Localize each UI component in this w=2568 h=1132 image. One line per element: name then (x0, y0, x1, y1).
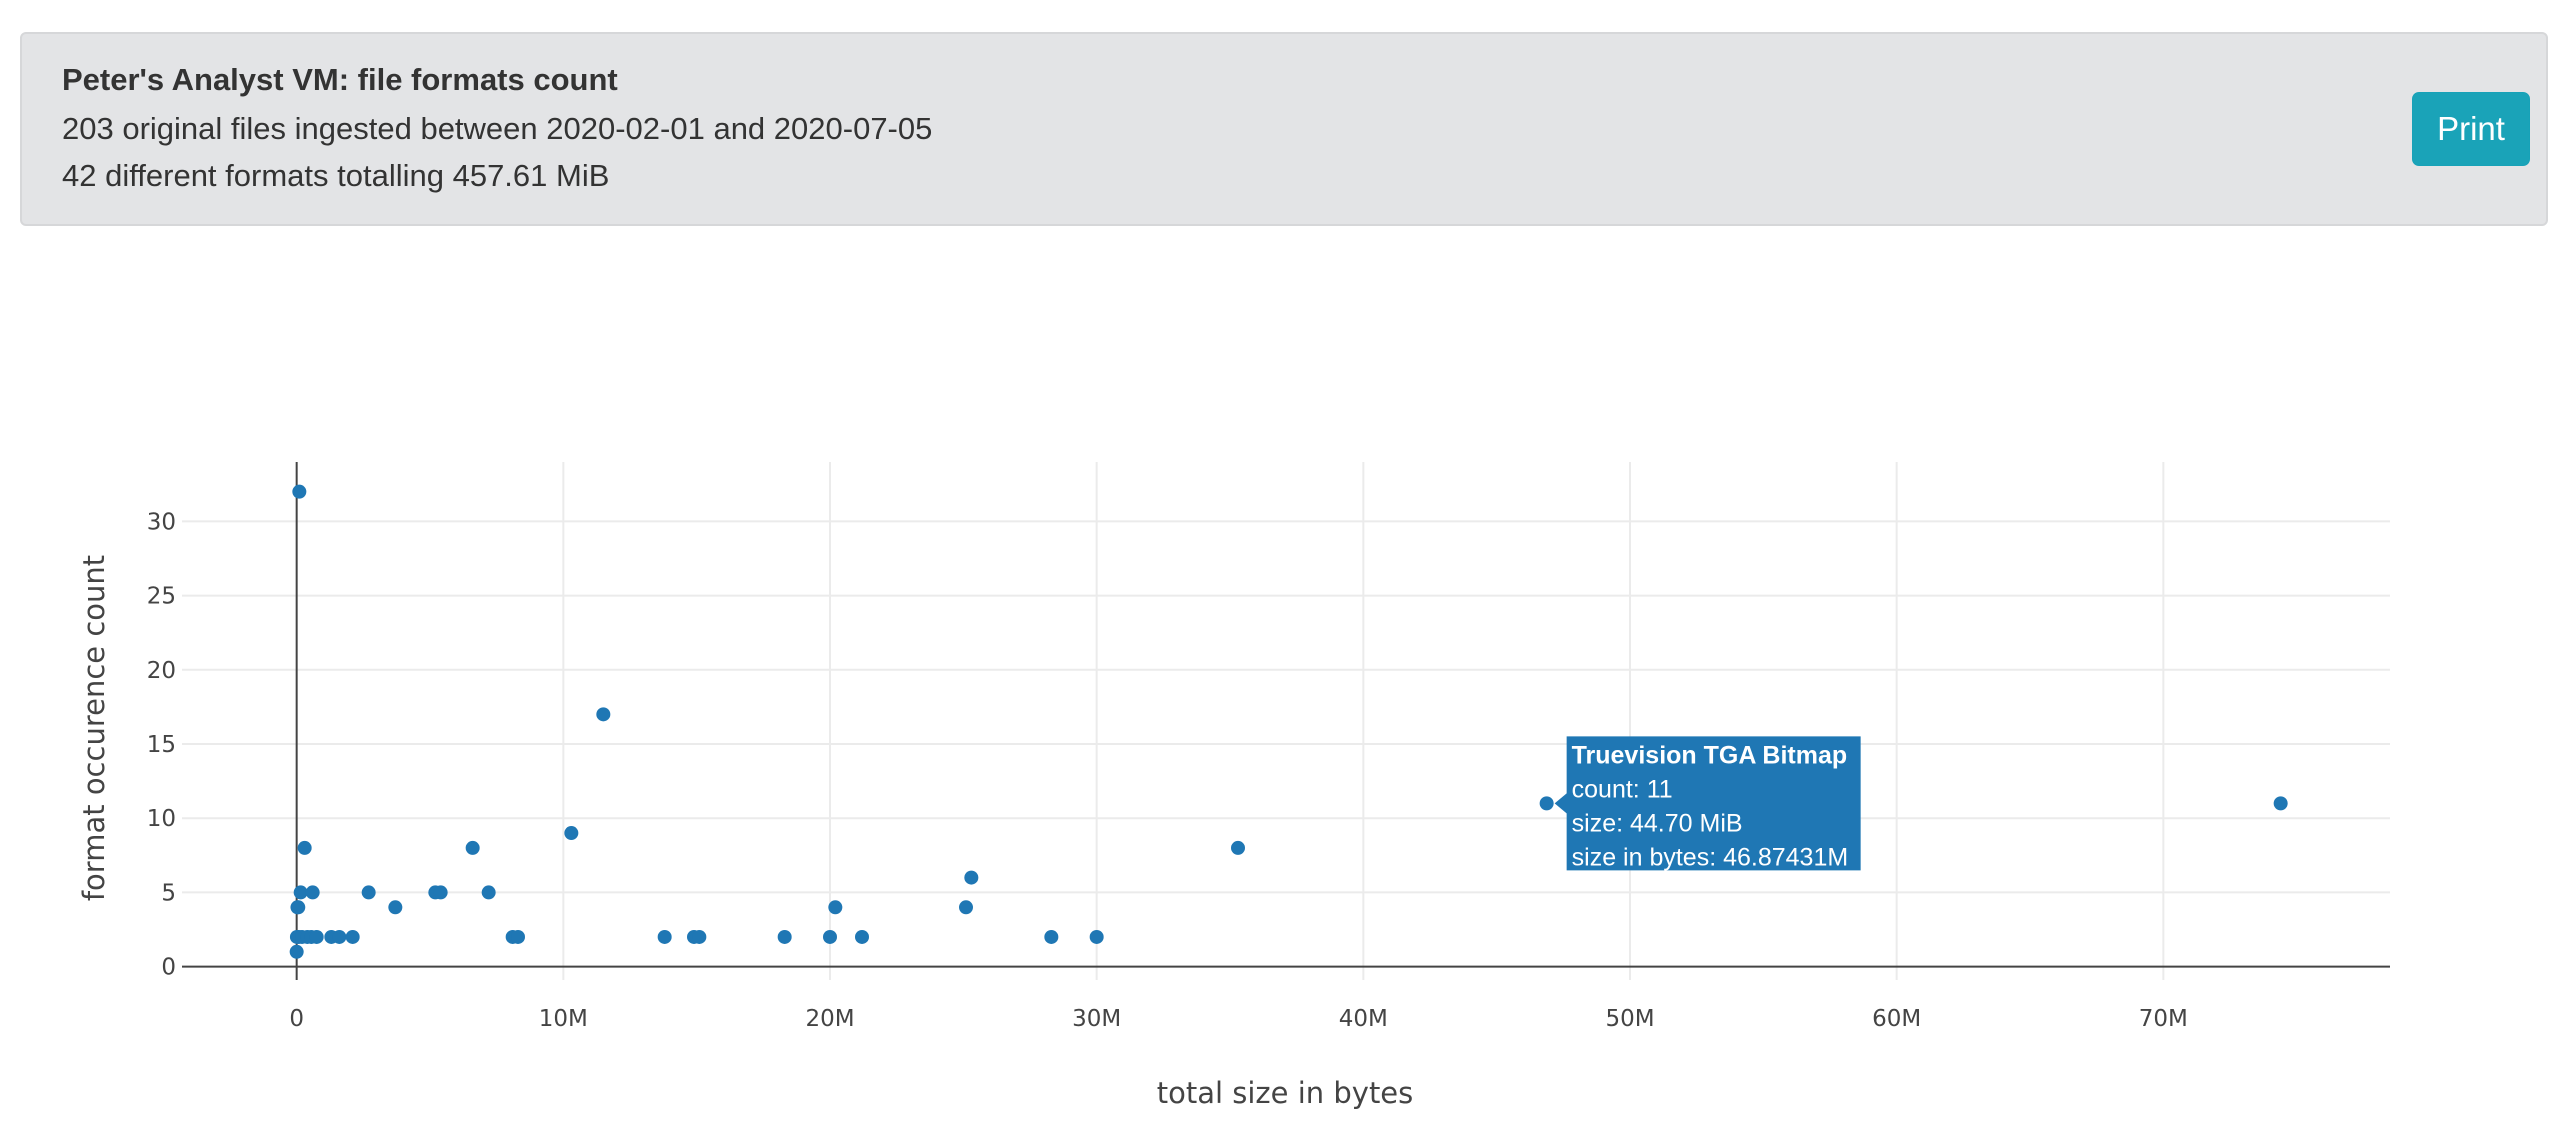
data-point (465, 840, 480, 855)
data-point (855, 929, 869, 944)
x-tick-label: 0 (289, 1006, 304, 1032)
data-point (964, 870, 979, 885)
tooltip-count: count: 11 (1572, 775, 1673, 803)
y-tick-label: 30 (147, 509, 176, 535)
data-point (305, 885, 320, 900)
data-point (388, 900, 403, 915)
report-header-panel: Peter's Analyst VM: file formats count 2… (20, 32, 2548, 226)
data-point (332, 929, 347, 944)
data-point (828, 900, 843, 915)
x-tick-label: 50M (1605, 1006, 1654, 1032)
x-tick-label: 20M (805, 1006, 854, 1032)
data-point (291, 900, 306, 915)
data-point (297, 840, 312, 855)
y-tick-label: 5 (161, 880, 176, 906)
y-tick-label: 0 (161, 955, 176, 981)
grid-lines (182, 462, 2390, 980)
data-point (481, 885, 496, 900)
data-point (692, 929, 707, 944)
y-tick-label: 25 (147, 584, 176, 610)
y-tick-label: 15 (147, 732, 176, 758)
y-axis-title: format occurence count (77, 555, 111, 901)
report-title: Peter's Analyst VM: file formats count (62, 62, 618, 97)
x-tick-label: 70M (2139, 1006, 2188, 1032)
tooltip-size-bytes: size in bytes: 46.87431M (1572, 843, 1849, 871)
data-point (823, 929, 837, 944)
data-point (777, 929, 792, 944)
data-point (1539, 796, 1554, 811)
ingest-summary-text: 203 original files ingested between 2020… (62, 111, 933, 146)
tick-labels: 0 10M 20M 30M 40M 50M 60M 70M 0 5 10 15 20 25 30 (147, 509, 2188, 1032)
x-tick-label: 40M (1339, 1006, 1388, 1032)
data-point (511, 929, 525, 944)
axes (182, 462, 2390, 980)
y-tick-label: 20 (147, 658, 176, 684)
data-points (289, 484, 2288, 959)
data-point (596, 707, 611, 722)
data-point (433, 885, 448, 900)
tooltip-size: size: 44.70 MiB (1572, 809, 1743, 837)
data-point (292, 484, 307, 499)
data-point (2273, 796, 2288, 811)
formats-summary-text: 42 different formats totalling 457.61 Mi… (62, 158, 610, 193)
x-tick-label: 10M (539, 1006, 588, 1032)
data-point (345, 929, 360, 944)
tooltip-title: Truevision TGA Bitmap (1572, 741, 1848, 769)
tooltip-box (1554, 736, 1861, 871)
y-tick-label: 10 (147, 806, 176, 832)
hover-tooltip: Truevision TGA Bitmap count: 11 size: 44… (1554, 736, 1861, 871)
data-point (1044, 929, 1059, 944)
data-point (289, 944, 304, 959)
x-axis-title: total size in bytes (1157, 1076, 1414, 1110)
data-point (309, 929, 324, 944)
data-point (959, 900, 973, 915)
print-button[interactable]: Print (2412, 92, 2530, 166)
data-point (1231, 840, 1245, 855)
data-point (1089, 929, 1104, 944)
x-tick-label: 30M (1072, 1006, 1121, 1032)
data-point (657, 929, 672, 944)
x-tick-label: 60M (1872, 1006, 1921, 1032)
data-point (293, 885, 308, 900)
data-point (361, 885, 376, 900)
data-point (564, 826, 579, 841)
